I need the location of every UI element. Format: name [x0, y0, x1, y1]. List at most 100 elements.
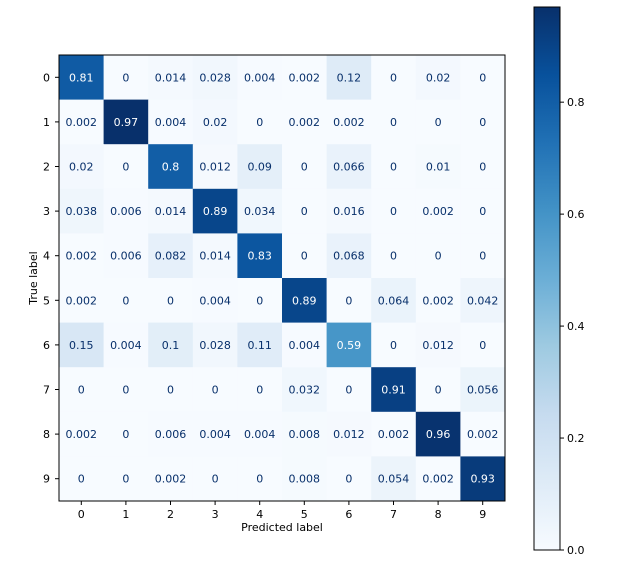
cell-value-label: 0: [301, 161, 308, 174]
cell-value-label: 0.002: [422, 473, 454, 486]
cell-value-label: 0.056: [467, 384, 499, 397]
heatmap-cell: [415, 322, 461, 368]
cell-value-label: 0.082: [155, 250, 187, 263]
heatmap-cell-labels: 0.81 0 0.014 0.028 0.004 0.002 0.12 0 0.02 0 0.002…: [66, 71, 499, 485]
heatmap-cell: [103, 367, 149, 413]
cell-value-label: 0.11: [247, 339, 272, 352]
cell-value-label: 0: [256, 473, 263, 486]
cell-value-label: 0.93: [470, 473, 495, 486]
cell-value-label: 0.012: [333, 428, 365, 441]
heatmap-cell: [148, 233, 194, 279]
cell-value-label: 0.004: [289, 339, 321, 352]
cell-value-label: 0: [435, 116, 442, 129]
cell-value-label: 0.8: [162, 161, 180, 174]
heatmap-cell: [103, 99, 149, 145]
heatmap-cell: [460, 278, 506, 324]
cell-value-label: 0: [78, 473, 85, 486]
heatmap-cell: [371, 456, 417, 502]
heatmap-cell: [148, 55, 194, 101]
heatmap-cell: [326, 144, 372, 190]
heatmap-cell: [192, 278, 238, 324]
x-tick-label: 9: [479, 508, 486, 521]
heatmap-cell: [148, 456, 194, 502]
heatmap-cell: [282, 55, 328, 101]
y-axis-label: True label: [27, 251, 40, 305]
cell-value-label: 0: [256, 384, 263, 397]
heatmap-cell: [237, 99, 283, 145]
cell-value-label: 0.006: [110, 250, 142, 263]
heatmap-cell: [237, 55, 283, 101]
x-tick-label: 7: [390, 508, 397, 521]
y-tick-label: 2: [43, 161, 50, 174]
heatmap-cell: [192, 188, 238, 234]
cell-value-label: 0: [345, 294, 352, 307]
cell-value-label: 0.002: [66, 116, 98, 129]
y-tick-label: 0: [43, 71, 50, 84]
cell-value-label: 0.002: [66, 428, 98, 441]
cell-value-label: 0.83: [247, 250, 272, 263]
heatmap-cell: [415, 456, 461, 502]
cell-value-label: 0.91: [381, 384, 406, 397]
cell-value-label: 0.016: [333, 205, 365, 218]
heatmap-cell: [371, 278, 417, 324]
heatmap-cell: [59, 55, 105, 101]
cell-value-label: 0.004: [199, 428, 231, 441]
colorbar-tick-label: 0.0: [567, 544, 585, 557]
x-tick-label: 4: [256, 508, 263, 521]
heatmap-cell: [460, 367, 506, 413]
heatmap-cell: [460, 99, 506, 145]
cell-value-label: 0.002: [467, 428, 499, 441]
heatmap-cell: [326, 322, 372, 368]
heatmap-cell: [148, 367, 194, 413]
heatmap-cell: [59, 322, 105, 368]
cell-value-label: 0: [479, 161, 486, 174]
heatmap-cell: [460, 411, 506, 457]
heatmap-cell: [371, 233, 417, 279]
heatmap-cell: [59, 233, 105, 279]
colorbar-ticks: 0.0 0.2 0.4 0.6 0.8: [560, 96, 585, 557]
heatmap-cell: [282, 456, 328, 502]
heatmap-cell: [192, 411, 238, 457]
y-tick-label: 4: [43, 250, 50, 263]
colorbar-tick-label: 0.8: [567, 96, 585, 109]
cell-value-label: 0: [390, 71, 397, 84]
heatmap-cell: [460, 233, 506, 279]
cell-value-label: 0: [167, 294, 174, 307]
cell-value-label: 0.004: [244, 71, 276, 84]
y-tick-label: 7: [43, 384, 50, 397]
cell-value-label: 0: [122, 428, 129, 441]
heatmap-cell: [59, 367, 105, 413]
heatmap-cell: [326, 99, 372, 145]
heatmap-cell: [415, 99, 461, 145]
heatmap-cell: [59, 278, 105, 324]
heatmap-cell: [103, 278, 149, 324]
heatmap-cell: [460, 144, 506, 190]
cell-value-label: 0.038: [66, 205, 98, 218]
cell-value-label: 0.014: [199, 250, 231, 263]
cell-value-label: 0.002: [378, 428, 410, 441]
heatmap-cell: [282, 411, 328, 457]
cell-value-label: 0.004: [110, 339, 142, 352]
cell-value-label: 0.054: [378, 473, 410, 486]
heatmap-cell: [282, 99, 328, 145]
heatmap-cell: [282, 322, 328, 368]
heatmap-cell: [103, 411, 149, 457]
heatmap-cell: [326, 367, 372, 413]
x-tick-label: 2: [167, 508, 174, 521]
cell-value-label: 0.09: [247, 161, 272, 174]
cell-value-label: 0: [78, 384, 85, 397]
cell-value-label: 0.89: [292, 294, 317, 307]
colorbar-tick-label: 0.2: [567, 432, 585, 445]
x-tick-label: 1: [122, 508, 129, 521]
cell-value-label: 0.002: [422, 205, 454, 218]
cell-value-label: 0.042: [467, 294, 499, 307]
heatmap-cell: [103, 144, 149, 190]
cell-value-label: 0: [479, 205, 486, 218]
heatmap-cell: [326, 456, 372, 502]
heatmap-cell: [282, 144, 328, 190]
heatmap-cell: [371, 55, 417, 101]
cell-value-label: 0: [212, 384, 219, 397]
heatmap-cell: [237, 144, 283, 190]
cell-value-label: 0.002: [155, 473, 187, 486]
heatmap-cell: [103, 456, 149, 502]
